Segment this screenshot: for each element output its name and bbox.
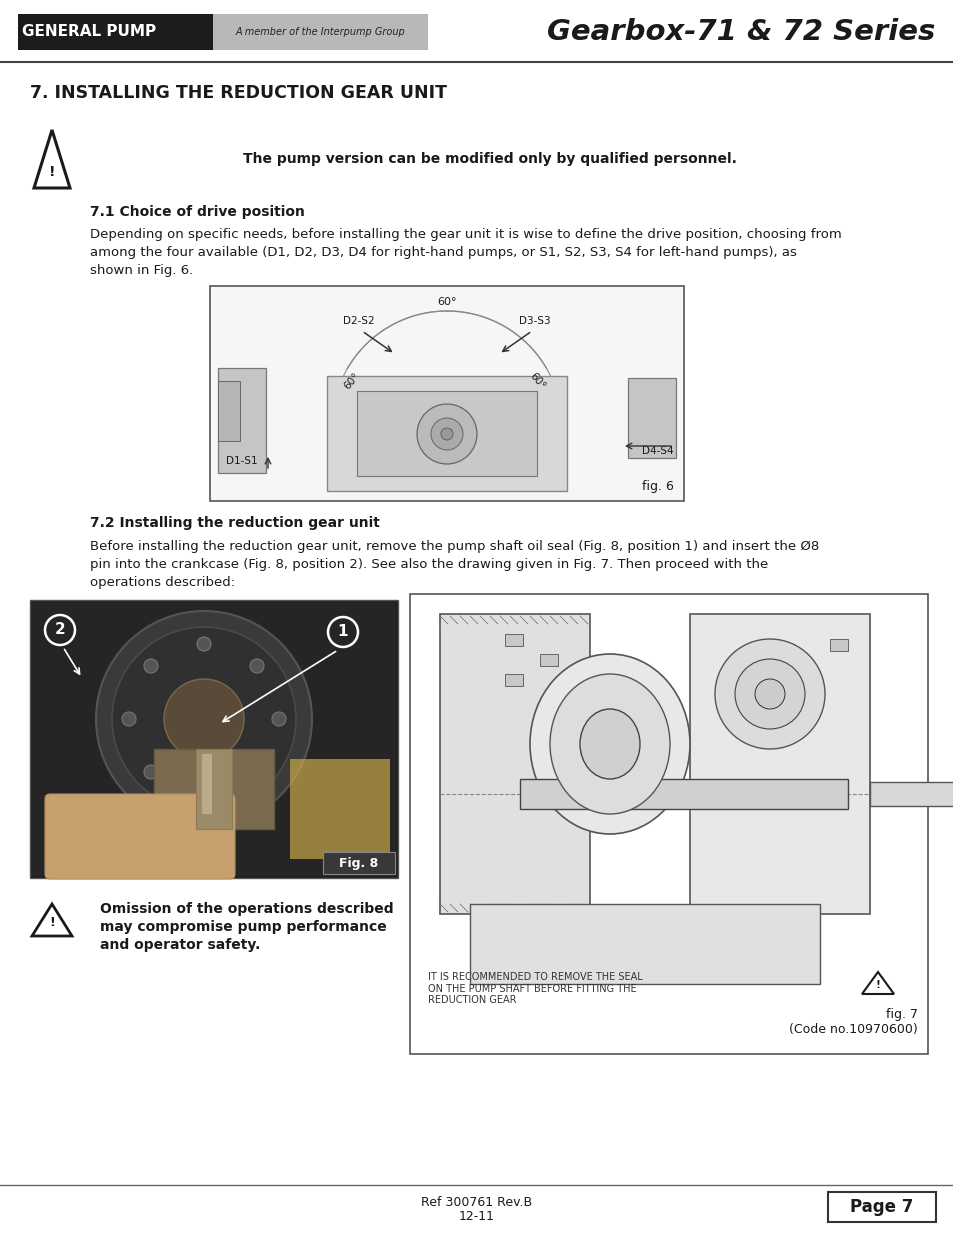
Text: fig. 7
(Code no.10970600): fig. 7 (Code no.10970600) — [788, 1008, 917, 1036]
Bar — [195, 748, 232, 829]
Text: Ref 300761 Rev.B: Ref 300761 Rev.B — [421, 1195, 532, 1209]
Circle shape — [96, 611, 312, 827]
Text: GENERAL PUMP: GENERAL PUMP — [22, 25, 156, 40]
Circle shape — [144, 764, 158, 779]
Bar — [470, 904, 820, 984]
Bar — [439, 614, 589, 914]
Text: The pump version can be modified only by qualified personnel.: The pump version can be modified only by… — [243, 152, 736, 165]
Circle shape — [754, 679, 784, 709]
Circle shape — [416, 404, 476, 464]
Text: 7. INSTALLING THE REDUCTION GEAR UNIT: 7. INSTALLING THE REDUCTION GEAR UNIT — [30, 84, 447, 103]
Text: 1: 1 — [337, 625, 348, 640]
Ellipse shape — [550, 674, 669, 814]
Text: 7.2 Installing the reduction gear unit: 7.2 Installing the reduction gear unit — [90, 516, 379, 530]
Bar — [504, 674, 522, 685]
Text: D3-S3: D3-S3 — [518, 316, 550, 326]
Circle shape — [440, 429, 453, 440]
Bar — [689, 614, 869, 914]
Circle shape — [714, 638, 824, 748]
Circle shape — [196, 787, 211, 802]
Bar — [410, 594, 927, 1053]
Text: Gearbox-71 & 72 Series: Gearbox-71 & 72 Series — [546, 19, 934, 46]
Bar — [504, 634, 522, 646]
Bar — [327, 375, 566, 492]
Text: 60°: 60° — [527, 370, 546, 391]
Circle shape — [272, 713, 286, 726]
Bar — [829, 638, 847, 651]
Text: 60°: 60° — [436, 296, 456, 308]
Bar — [32, 601, 395, 876]
Circle shape — [734, 659, 804, 729]
Text: Before installing the reduction gear unit, remove the pump shaft oil seal (Fig. : Before installing the reduction gear uni… — [90, 540, 819, 553]
Text: D4-S4: D4-S4 — [641, 446, 673, 456]
Text: Page 7: Page 7 — [849, 1198, 913, 1216]
Text: !: ! — [49, 165, 55, 179]
Bar — [18, 14, 213, 49]
Bar — [356, 391, 537, 475]
Bar — [218, 368, 266, 473]
Text: among the four available (D1, D2, D3, D4 for right-hand pumps, or S1, S2, S3, S4: among the four available (D1, D2, D3, D4… — [90, 246, 796, 259]
Circle shape — [144, 659, 158, 673]
Bar — [539, 655, 558, 666]
Text: Fig. 8: Fig. 8 — [339, 857, 378, 869]
Circle shape — [164, 679, 244, 760]
Text: 60°: 60° — [342, 370, 361, 391]
Bar — [30, 600, 397, 878]
Text: A member of the Interpump Group: A member of the Interpump Group — [234, 27, 404, 37]
Text: IT IS RECOMMENDED TO REMOVE THE SEAL
ON THE PUMP SHAFT BEFORE FITTING THE
REDUCT: IT IS RECOMMENDED TO REMOVE THE SEAL ON … — [428, 972, 642, 1005]
Bar — [210, 287, 683, 501]
Bar — [153, 748, 274, 829]
Text: 2: 2 — [54, 622, 66, 637]
Text: 12-11: 12-11 — [458, 1210, 495, 1223]
Bar — [323, 852, 395, 874]
Text: and operator safety.: and operator safety. — [100, 939, 260, 952]
Text: D2-S2: D2-S2 — [343, 316, 375, 326]
Bar — [213, 14, 428, 49]
Bar — [869, 782, 953, 806]
Circle shape — [250, 764, 264, 779]
Bar — [827, 1192, 935, 1221]
Circle shape — [431, 417, 462, 450]
Circle shape — [250, 659, 264, 673]
FancyBboxPatch shape — [45, 794, 234, 879]
Bar — [218, 382, 240, 441]
Bar — [627, 378, 676, 458]
Bar — [290, 760, 390, 860]
Bar — [519, 779, 847, 809]
Text: D1-S1: D1-S1 — [226, 456, 257, 466]
Text: shown in Fig. 6.: shown in Fig. 6. — [90, 264, 193, 277]
Text: may compromise pump performance: may compromise pump performance — [100, 920, 386, 934]
Text: fig. 6: fig. 6 — [641, 480, 673, 493]
Text: Depending on specific needs, before installing the gear unit it is wise to defin: Depending on specific needs, before inst… — [90, 228, 841, 241]
Circle shape — [122, 713, 136, 726]
Text: !: ! — [875, 981, 880, 990]
Text: operations described:: operations described: — [90, 576, 234, 589]
Text: 7.1 Choice of drive position: 7.1 Choice of drive position — [90, 205, 305, 219]
Circle shape — [112, 627, 295, 811]
Bar — [202, 755, 212, 814]
Ellipse shape — [579, 709, 639, 779]
Circle shape — [196, 637, 211, 651]
Text: pin into the crankcase (Fig. 8, position 2). See also the drawing given in Fig. : pin into the crankcase (Fig. 8, position… — [90, 558, 767, 571]
Ellipse shape — [530, 655, 689, 834]
Text: Omission of the operations described: Omission of the operations described — [100, 902, 394, 916]
Text: !: ! — [49, 916, 55, 930]
